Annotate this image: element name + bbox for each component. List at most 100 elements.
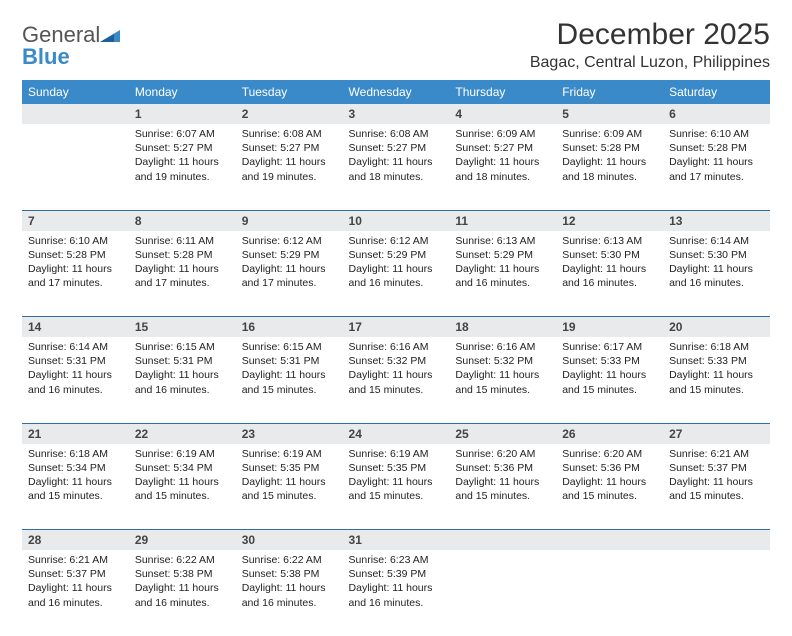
day-details: Sunrise: 6:09 AMSunset: 5:28 PMDaylight:… — [556, 124, 663, 190]
day-details: Sunrise: 6:14 AMSunset: 5:31 PMDaylight:… — [22, 337, 129, 403]
day-cell: Sunrise: 6:09 AMSunset: 5:27 PMDaylight:… — [449, 124, 556, 210]
day-cell: Sunrise: 6:13 AMSunset: 5:30 PMDaylight:… — [556, 231, 663, 317]
day-number — [556, 530, 663, 551]
day-details: Sunrise: 6:19 AMSunset: 5:35 PMDaylight:… — [236, 444, 343, 510]
day-number: 28 — [22, 530, 129, 551]
weekday-header: Thursday — [449, 80, 556, 104]
day-cell: Sunrise: 6:17 AMSunset: 5:33 PMDaylight:… — [556, 337, 663, 423]
day-details — [22, 124, 129, 133]
day-cell — [663, 550, 770, 636]
day-details — [449, 550, 556, 559]
logo: General Blue — [22, 18, 120, 68]
day-number — [663, 530, 770, 551]
day-number: 23 — [236, 423, 343, 444]
day-cell: Sunrise: 6:08 AMSunset: 5:27 PMDaylight:… — [343, 124, 450, 210]
day-details: Sunrise: 6:08 AMSunset: 5:27 PMDaylight:… — [343, 124, 450, 190]
day-details: Sunrise: 6:16 AMSunset: 5:32 PMDaylight:… — [343, 337, 450, 403]
day-number: 11 — [449, 210, 556, 231]
day-details: Sunrise: 6:21 AMSunset: 5:37 PMDaylight:… — [22, 550, 129, 616]
day-cell — [22, 124, 129, 210]
day-number: 20 — [663, 317, 770, 338]
day-details: Sunrise: 6:14 AMSunset: 5:30 PMDaylight:… — [663, 231, 770, 297]
day-body-row: Sunrise: 6:18 AMSunset: 5:34 PMDaylight:… — [22, 444, 770, 530]
day-cell: Sunrise: 6:12 AMSunset: 5:29 PMDaylight:… — [343, 231, 450, 317]
day-cell: Sunrise: 6:22 AMSunset: 5:38 PMDaylight:… — [129, 550, 236, 636]
day-details: Sunrise: 6:18 AMSunset: 5:34 PMDaylight:… — [22, 444, 129, 510]
day-number: 15 — [129, 317, 236, 338]
day-cell: Sunrise: 6:12 AMSunset: 5:29 PMDaylight:… — [236, 231, 343, 317]
day-details: Sunrise: 6:19 AMSunset: 5:35 PMDaylight:… — [343, 444, 450, 510]
day-cell: Sunrise: 6:18 AMSunset: 5:34 PMDaylight:… — [22, 444, 129, 530]
day-number: 12 — [556, 210, 663, 231]
day-cell: Sunrise: 6:21 AMSunset: 5:37 PMDaylight:… — [22, 550, 129, 636]
day-number: 31 — [343, 530, 450, 551]
header: General Blue December 2025 Bagac, Centra… — [22, 18, 770, 72]
day-number: 13 — [663, 210, 770, 231]
day-details: Sunrise: 6:22 AMSunset: 5:38 PMDaylight:… — [129, 550, 236, 616]
triangle-icon — [100, 24, 120, 46]
day-cell: Sunrise: 6:19 AMSunset: 5:34 PMDaylight:… — [129, 444, 236, 530]
day-cell: Sunrise: 6:20 AMSunset: 5:36 PMDaylight:… — [556, 444, 663, 530]
day-body-row: Sunrise: 6:07 AMSunset: 5:27 PMDaylight:… — [22, 124, 770, 210]
logo-blue: Blue — [22, 44, 70, 69]
day-body-row: Sunrise: 6:10 AMSunset: 5:28 PMDaylight:… — [22, 231, 770, 317]
day-cell: Sunrise: 6:19 AMSunset: 5:35 PMDaylight:… — [236, 444, 343, 530]
day-number — [22, 104, 129, 124]
weekday-header: Tuesday — [236, 80, 343, 104]
day-cell: Sunrise: 6:15 AMSunset: 5:31 PMDaylight:… — [129, 337, 236, 423]
day-number — [449, 530, 556, 551]
day-number: 3 — [343, 104, 450, 124]
day-cell: Sunrise: 6:11 AMSunset: 5:28 PMDaylight:… — [129, 231, 236, 317]
day-number-row: 14151617181920 — [22, 317, 770, 338]
day-number: 14 — [22, 317, 129, 338]
day-number: 2 — [236, 104, 343, 124]
day-cell: Sunrise: 6:10 AMSunset: 5:28 PMDaylight:… — [22, 231, 129, 317]
day-details: Sunrise: 6:20 AMSunset: 5:36 PMDaylight:… — [556, 444, 663, 510]
day-cell: Sunrise: 6:23 AMSunset: 5:39 PMDaylight:… — [343, 550, 450, 636]
day-number: 7 — [22, 210, 129, 231]
day-details: Sunrise: 6:15 AMSunset: 5:31 PMDaylight:… — [236, 337, 343, 403]
day-number: 26 — [556, 423, 663, 444]
day-details: Sunrise: 6:16 AMSunset: 5:32 PMDaylight:… — [449, 337, 556, 403]
day-details: Sunrise: 6:13 AMSunset: 5:29 PMDaylight:… — [449, 231, 556, 297]
day-number: 1 — [129, 104, 236, 124]
day-details: Sunrise: 6:12 AMSunset: 5:29 PMDaylight:… — [236, 231, 343, 297]
day-number: 24 — [343, 423, 450, 444]
weekday-header: Sunday — [22, 80, 129, 104]
day-number: 8 — [129, 210, 236, 231]
day-details: Sunrise: 6:09 AMSunset: 5:27 PMDaylight:… — [449, 124, 556, 190]
day-details: Sunrise: 6:10 AMSunset: 5:28 PMDaylight:… — [22, 231, 129, 297]
day-details: Sunrise: 6:21 AMSunset: 5:37 PMDaylight:… — [663, 444, 770, 510]
day-details: Sunrise: 6:20 AMSunset: 5:36 PMDaylight:… — [449, 444, 556, 510]
location: Bagac, Central Luzon, Philippines — [530, 54, 770, 72]
day-details — [663, 550, 770, 559]
day-body-row: Sunrise: 6:21 AMSunset: 5:37 PMDaylight:… — [22, 550, 770, 636]
day-number: 21 — [22, 423, 129, 444]
month-title: December 2025 — [530, 18, 770, 52]
weekday-header-row: Sunday Monday Tuesday Wednesday Thursday… — [22, 80, 770, 104]
day-details: Sunrise: 6:23 AMSunset: 5:39 PMDaylight:… — [343, 550, 450, 616]
day-cell: Sunrise: 6:07 AMSunset: 5:27 PMDaylight:… — [129, 124, 236, 210]
day-cell: Sunrise: 6:14 AMSunset: 5:31 PMDaylight:… — [22, 337, 129, 423]
day-cell: Sunrise: 6:09 AMSunset: 5:28 PMDaylight:… — [556, 124, 663, 210]
day-body-row: Sunrise: 6:14 AMSunset: 5:31 PMDaylight:… — [22, 337, 770, 423]
day-number-row: 78910111213 — [22, 210, 770, 231]
day-number: 30 — [236, 530, 343, 551]
weekday-header: Friday — [556, 80, 663, 104]
weekday-header: Monday — [129, 80, 236, 104]
day-cell: Sunrise: 6:08 AMSunset: 5:27 PMDaylight:… — [236, 124, 343, 210]
day-cell: Sunrise: 6:20 AMSunset: 5:36 PMDaylight:… — [449, 444, 556, 530]
logo-text: General Blue — [22, 24, 120, 68]
day-number: 27 — [663, 423, 770, 444]
day-number-row: 123456 — [22, 104, 770, 124]
day-number: 19 — [556, 317, 663, 338]
day-cell: Sunrise: 6:18 AMSunset: 5:33 PMDaylight:… — [663, 337, 770, 423]
day-number: 16 — [236, 317, 343, 338]
day-details: Sunrise: 6:15 AMSunset: 5:31 PMDaylight:… — [129, 337, 236, 403]
day-number: 29 — [129, 530, 236, 551]
day-number: 10 — [343, 210, 450, 231]
day-cell: Sunrise: 6:21 AMSunset: 5:37 PMDaylight:… — [663, 444, 770, 530]
day-cell: Sunrise: 6:10 AMSunset: 5:28 PMDaylight:… — [663, 124, 770, 210]
day-details: Sunrise: 6:10 AMSunset: 5:28 PMDaylight:… — [663, 124, 770, 190]
day-number: 6 — [663, 104, 770, 124]
